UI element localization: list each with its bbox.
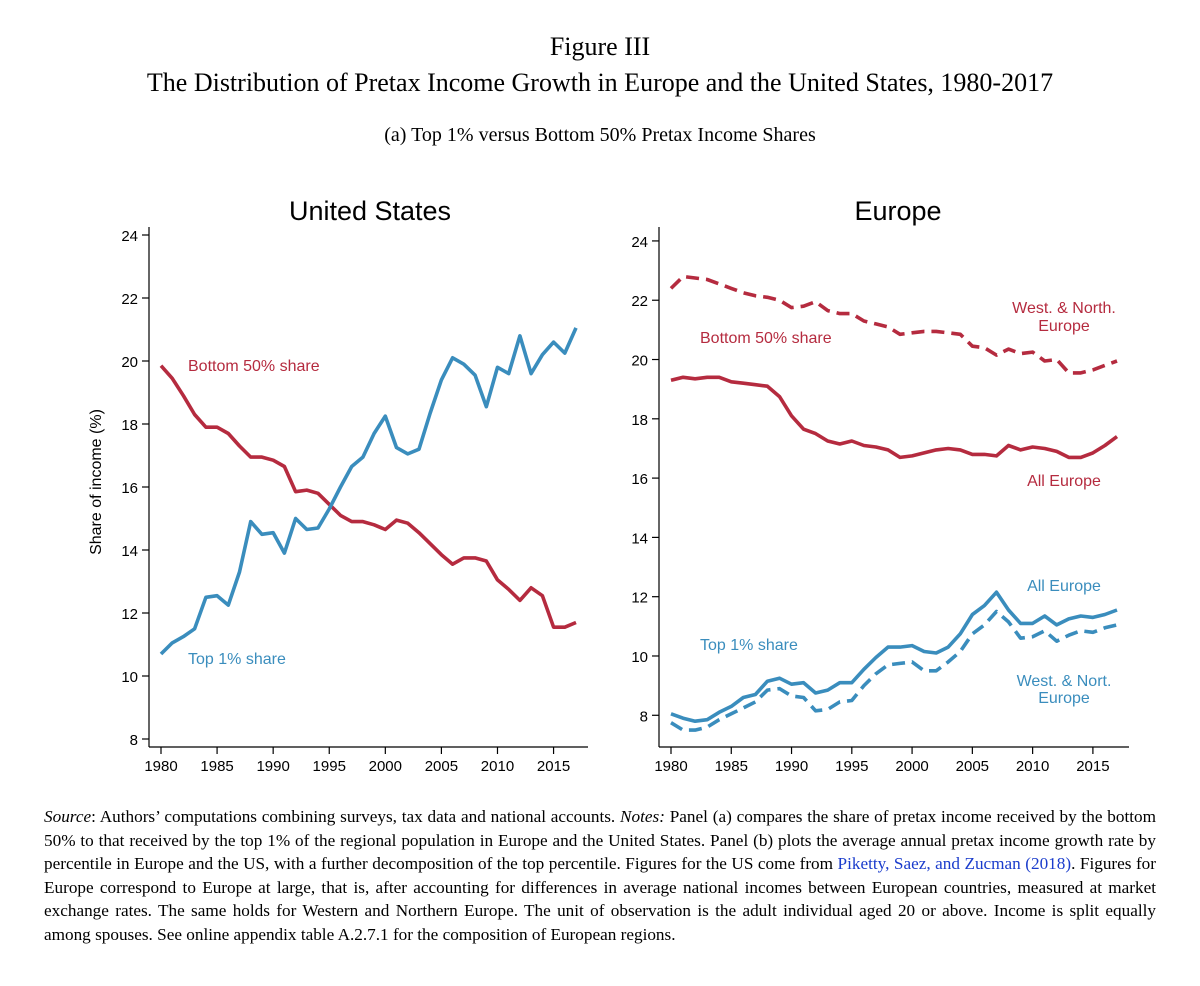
us-top1-line: [159, 327, 578, 656]
europe-annotation-top1: All Europe: [1027, 578, 1101, 595]
europe-y-tick-label: 14: [631, 530, 648, 547]
europe-bottom50-dashed-line: [669, 274, 1118, 375]
europe-panel-title: Europe: [854, 196, 941, 226]
europe-bottom50-line: [670, 375, 1119, 460]
us-x-tick-label: 1980: [144, 758, 177, 775]
us-panel-title: United States: [289, 196, 451, 226]
europe-x-tick-label: 1980: [654, 758, 687, 775]
europe-annotation-bottom50: Bottom 50% share: [700, 330, 832, 347]
us-x-tick-label: 2010: [481, 758, 514, 775]
us-y-tick-label: 8: [130, 732, 138, 749]
us-x-tick-label: 1985: [200, 758, 233, 775]
notes-text-part2: . Figures for Europe correspond to Europ…: [44, 854, 1156, 944]
citation-link[interactable]: Piketty, Saez, and Zucman (2018): [837, 854, 1072, 873]
europe-y-tick-label: 20: [631, 353, 648, 370]
chart-area: United States 8 10 12 14 16 18 20 22 24 1980 1985 19…: [88, 196, 1129, 775]
europe-y-tick-label: 12: [631, 590, 648, 607]
europe-y-tick-label: 22: [631, 293, 648, 310]
y-axis-label: Share of income (%): [88, 409, 105, 555]
us-x-tick-label: 1990: [256, 758, 289, 775]
us-y-tick-label: 18: [121, 417, 138, 434]
europe-x-tick-label: 1985: [715, 758, 748, 775]
us-y-tick-label: 10: [121, 669, 138, 686]
europe-annotation-top1: Top 1% share: [700, 637, 798, 654]
us-annotation-top1: Top 1% share: [188, 651, 286, 668]
source-label: Source: [44, 807, 92, 826]
europe-y-tick-label: 16: [631, 471, 648, 488]
us-y-tick-label: 12: [121, 606, 138, 623]
europe-y-tick-label: 8: [640, 708, 648, 725]
notes-label: Notes:: [620, 807, 665, 826]
europe-annotation-top1: West. & Nort.: [1017, 673, 1112, 690]
figure-subtitle: The Distribution of Pretax Income Growth…: [146, 68, 1054, 97]
europe-x-tick-label: 2000: [895, 758, 928, 775]
europe-x-tick-label: 2010: [1016, 758, 1049, 775]
europe-x-tick-label: 2015: [1076, 758, 1109, 775]
europe-annotation-bottom50: Europe: [1038, 318, 1090, 335]
europe-top1-dashed-line: [670, 609, 1118, 732]
europe-x-tick-label: 2005: [956, 758, 989, 775]
panel-label: (a) Top 1% versus Bottom 50% Pretax Inco…: [384, 124, 816, 146]
europe-top1-line: [670, 590, 1118, 724]
europe-x-tick-label: 1995: [835, 758, 868, 775]
europe-annotation-top1: Europe: [1038, 690, 1090, 707]
us-y-tick-label: 24: [121, 228, 138, 245]
figure-title: Figure III: [549, 32, 651, 61]
europe-y-tick-label: 10: [631, 649, 648, 666]
us-y-tick-label: 16: [121, 480, 138, 497]
figure-notes: Source: Authors’ computations combining …: [44, 805, 1156, 946]
us-y-tick-label: 22: [121, 291, 138, 308]
europe-annotation-bottom50: All Europe: [1027, 473, 1101, 490]
us-annotation-bottom50: Bottom 50% share: [188, 358, 320, 375]
us-x-tick-label: 2015: [537, 758, 570, 775]
notes-text-part1: Panel (a) compares the share of pretax i…: [44, 807, 1156, 873]
europe-x-tick-label: 1990: [775, 758, 808, 775]
us-x-tick-label: 1995: [313, 758, 346, 775]
europe-y-tick-label: 18: [631, 412, 648, 429]
us-bottom50-line: [159, 364, 577, 630]
europe-annotation-bottom50: West. & North.: [1012, 300, 1116, 317]
source-text: : Authors’ computations combining survey…: [91, 807, 621, 826]
us-x-tick-label: 2005: [425, 758, 458, 775]
us-y-tick-label: 20: [121, 354, 138, 371]
us-y-tick-label: 14: [121, 543, 138, 560]
us-x-tick-label: 2000: [369, 758, 402, 775]
europe-y-tick-label: 24: [631, 234, 648, 251]
